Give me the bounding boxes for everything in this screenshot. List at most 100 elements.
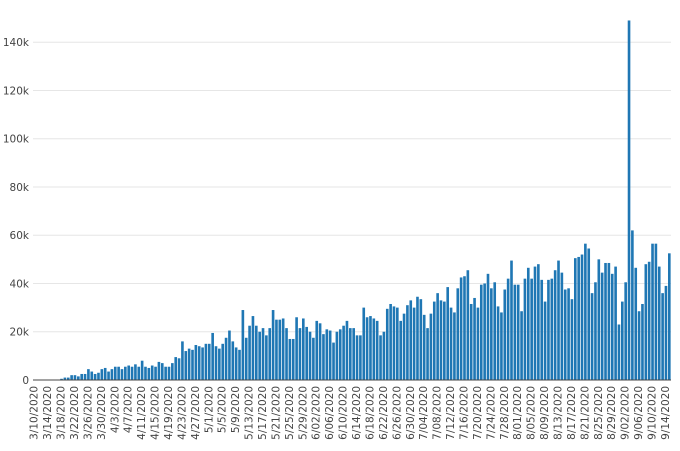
bar — [432, 301, 436, 380]
bar — [617, 324, 621, 380]
x-tick-label: 4/3/2020 — [109, 386, 121, 433]
bar — [174, 357, 178, 380]
x-tick-label: 8/05/2020 — [526, 386, 538, 440]
bar — [412, 307, 416, 380]
bar — [600, 272, 604, 380]
bar — [523, 278, 527, 380]
bar — [610, 273, 614, 380]
x-tick-label: 8/25/2020 — [593, 386, 605, 440]
bar — [396, 307, 399, 380]
bar — [584, 243, 587, 380]
bar — [285, 328, 288, 380]
bar — [113, 366, 117, 380]
bar — [486, 273, 490, 380]
bar — [144, 366, 147, 380]
x-tick-label: 9/14/2020 — [660, 386, 672, 440]
bar — [117, 366, 120, 380]
bar — [540, 279, 544, 380]
x-tick-label: 5/21/2020 — [270, 386, 282, 440]
bar — [553, 270, 557, 380]
bar — [637, 311, 641, 380]
bar — [359, 335, 362, 380]
bar — [409, 300, 413, 380]
x-tick-label: 3/22/2020 — [69, 386, 81, 440]
y-tick-label: 60k — [10, 230, 30, 242]
x-tick-label: 8/17/2020 — [566, 386, 578, 440]
bar — [134, 364, 137, 380]
bar — [275, 319, 278, 380]
bar — [87, 369, 90, 380]
bar — [315, 320, 319, 380]
bar — [349, 328, 352, 380]
x-tick-label: 6/02/2020 — [311, 386, 323, 440]
x-axis-ticks: 3/10/2020 3/14/2020 3/18/2020 3/22/2020 3/26… — [29, 386, 672, 440]
bar — [520, 311, 523, 380]
x-tick-label: 5/9/2020 — [230, 386, 242, 433]
bar — [459, 277, 463, 380]
bar — [338, 329, 342, 380]
x-tick-label: 4/19/2020 — [163, 386, 175, 440]
bar — [651, 243, 654, 380]
bar — [406, 305, 409, 380]
bar — [157, 361, 161, 380]
bar — [251, 316, 255, 380]
bar — [543, 301, 547, 380]
bar — [577, 256, 580, 380]
bar — [305, 326, 308, 380]
bar — [164, 366, 167, 380]
bar — [385, 308, 389, 380]
bar — [466, 270, 470, 380]
bar — [382, 331, 386, 380]
bar — [335, 331, 339, 380]
bar — [137, 366, 141, 380]
bar — [456, 288, 460, 380]
bar — [449, 307, 453, 380]
bar — [607, 262, 611, 380]
bar — [446, 287, 450, 380]
bar — [302, 318, 305, 380]
y-tick-label: 0 — [22, 375, 29, 387]
x-tick-label: 7/16/2020 — [458, 386, 470, 440]
bar — [218, 348, 221, 380]
bar — [567, 288, 570, 380]
bar — [345, 320, 349, 380]
bar — [70, 375, 73, 380]
bar — [372, 318, 376, 380]
bar — [526, 267, 530, 380]
bar — [281, 318, 285, 380]
bar — [533, 266, 537, 380]
bar — [483, 283, 486, 380]
bar — [627, 20, 631, 380]
bar — [439, 300, 443, 380]
bar — [654, 243, 658, 380]
bar — [419, 299, 423, 380]
bar — [563, 289, 567, 380]
bars — [60, 20, 671, 380]
x-tick-label: 6/26/2020 — [391, 386, 403, 440]
bar — [191, 349, 194, 380]
bar — [469, 303, 473, 380]
bar — [496, 306, 500, 380]
bar — [147, 367, 151, 380]
bar — [97, 372, 100, 380]
bar — [167, 366, 171, 380]
x-tick-label: 8/01/2020 — [512, 386, 524, 440]
bar — [204, 343, 208, 380]
bar — [516, 284, 520, 380]
bar — [416, 296, 419, 380]
y-axis-ticks: 0 20k 40k 60k 80k 100k 120k 140k — [3, 37, 30, 387]
x-tick-label: 4/27/2020 — [190, 386, 202, 440]
bar — [187, 348, 191, 380]
bar — [463, 276, 466, 380]
bar — [379, 335, 382, 380]
x-tick-label: 5/5/2020 — [217, 386, 229, 433]
bar — [426, 328, 429, 380]
bar — [124, 366, 127, 380]
x-tick-label: 7/08/2020 — [432, 386, 444, 440]
bar — [443, 301, 446, 380]
bar — [194, 345, 198, 380]
bar — [594, 282, 597, 380]
bar — [184, 351, 188, 380]
gridlines — [33, 41, 671, 333]
